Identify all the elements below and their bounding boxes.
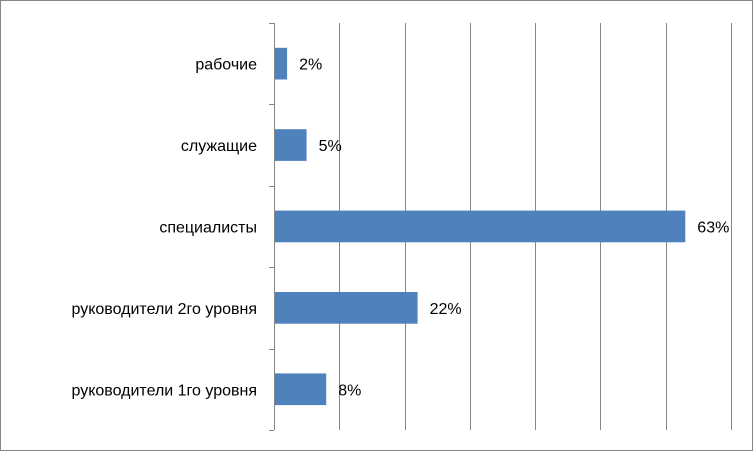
- data-label: 8%: [338, 382, 361, 399]
- data-label: 22%: [430, 301, 462, 318]
- category-label: руководители 2го уровня: [71, 301, 257, 318]
- bar: [275, 210, 686, 243]
- data-label: 5%: [319, 138, 342, 155]
- category-label: служащие: [181, 138, 257, 155]
- data-label: 2%: [299, 57, 322, 74]
- bar: [275, 129, 307, 161]
- bar: [275, 47, 288, 80]
- bar: [275, 292, 418, 324]
- data-label: 63%: [697, 220, 729, 237]
- category-label: рабочие: [195, 57, 257, 74]
- bar: [275, 373, 327, 406]
- category-label: руководители 1го уровня: [71, 382, 257, 399]
- category-label: специалисты: [159, 220, 257, 237]
